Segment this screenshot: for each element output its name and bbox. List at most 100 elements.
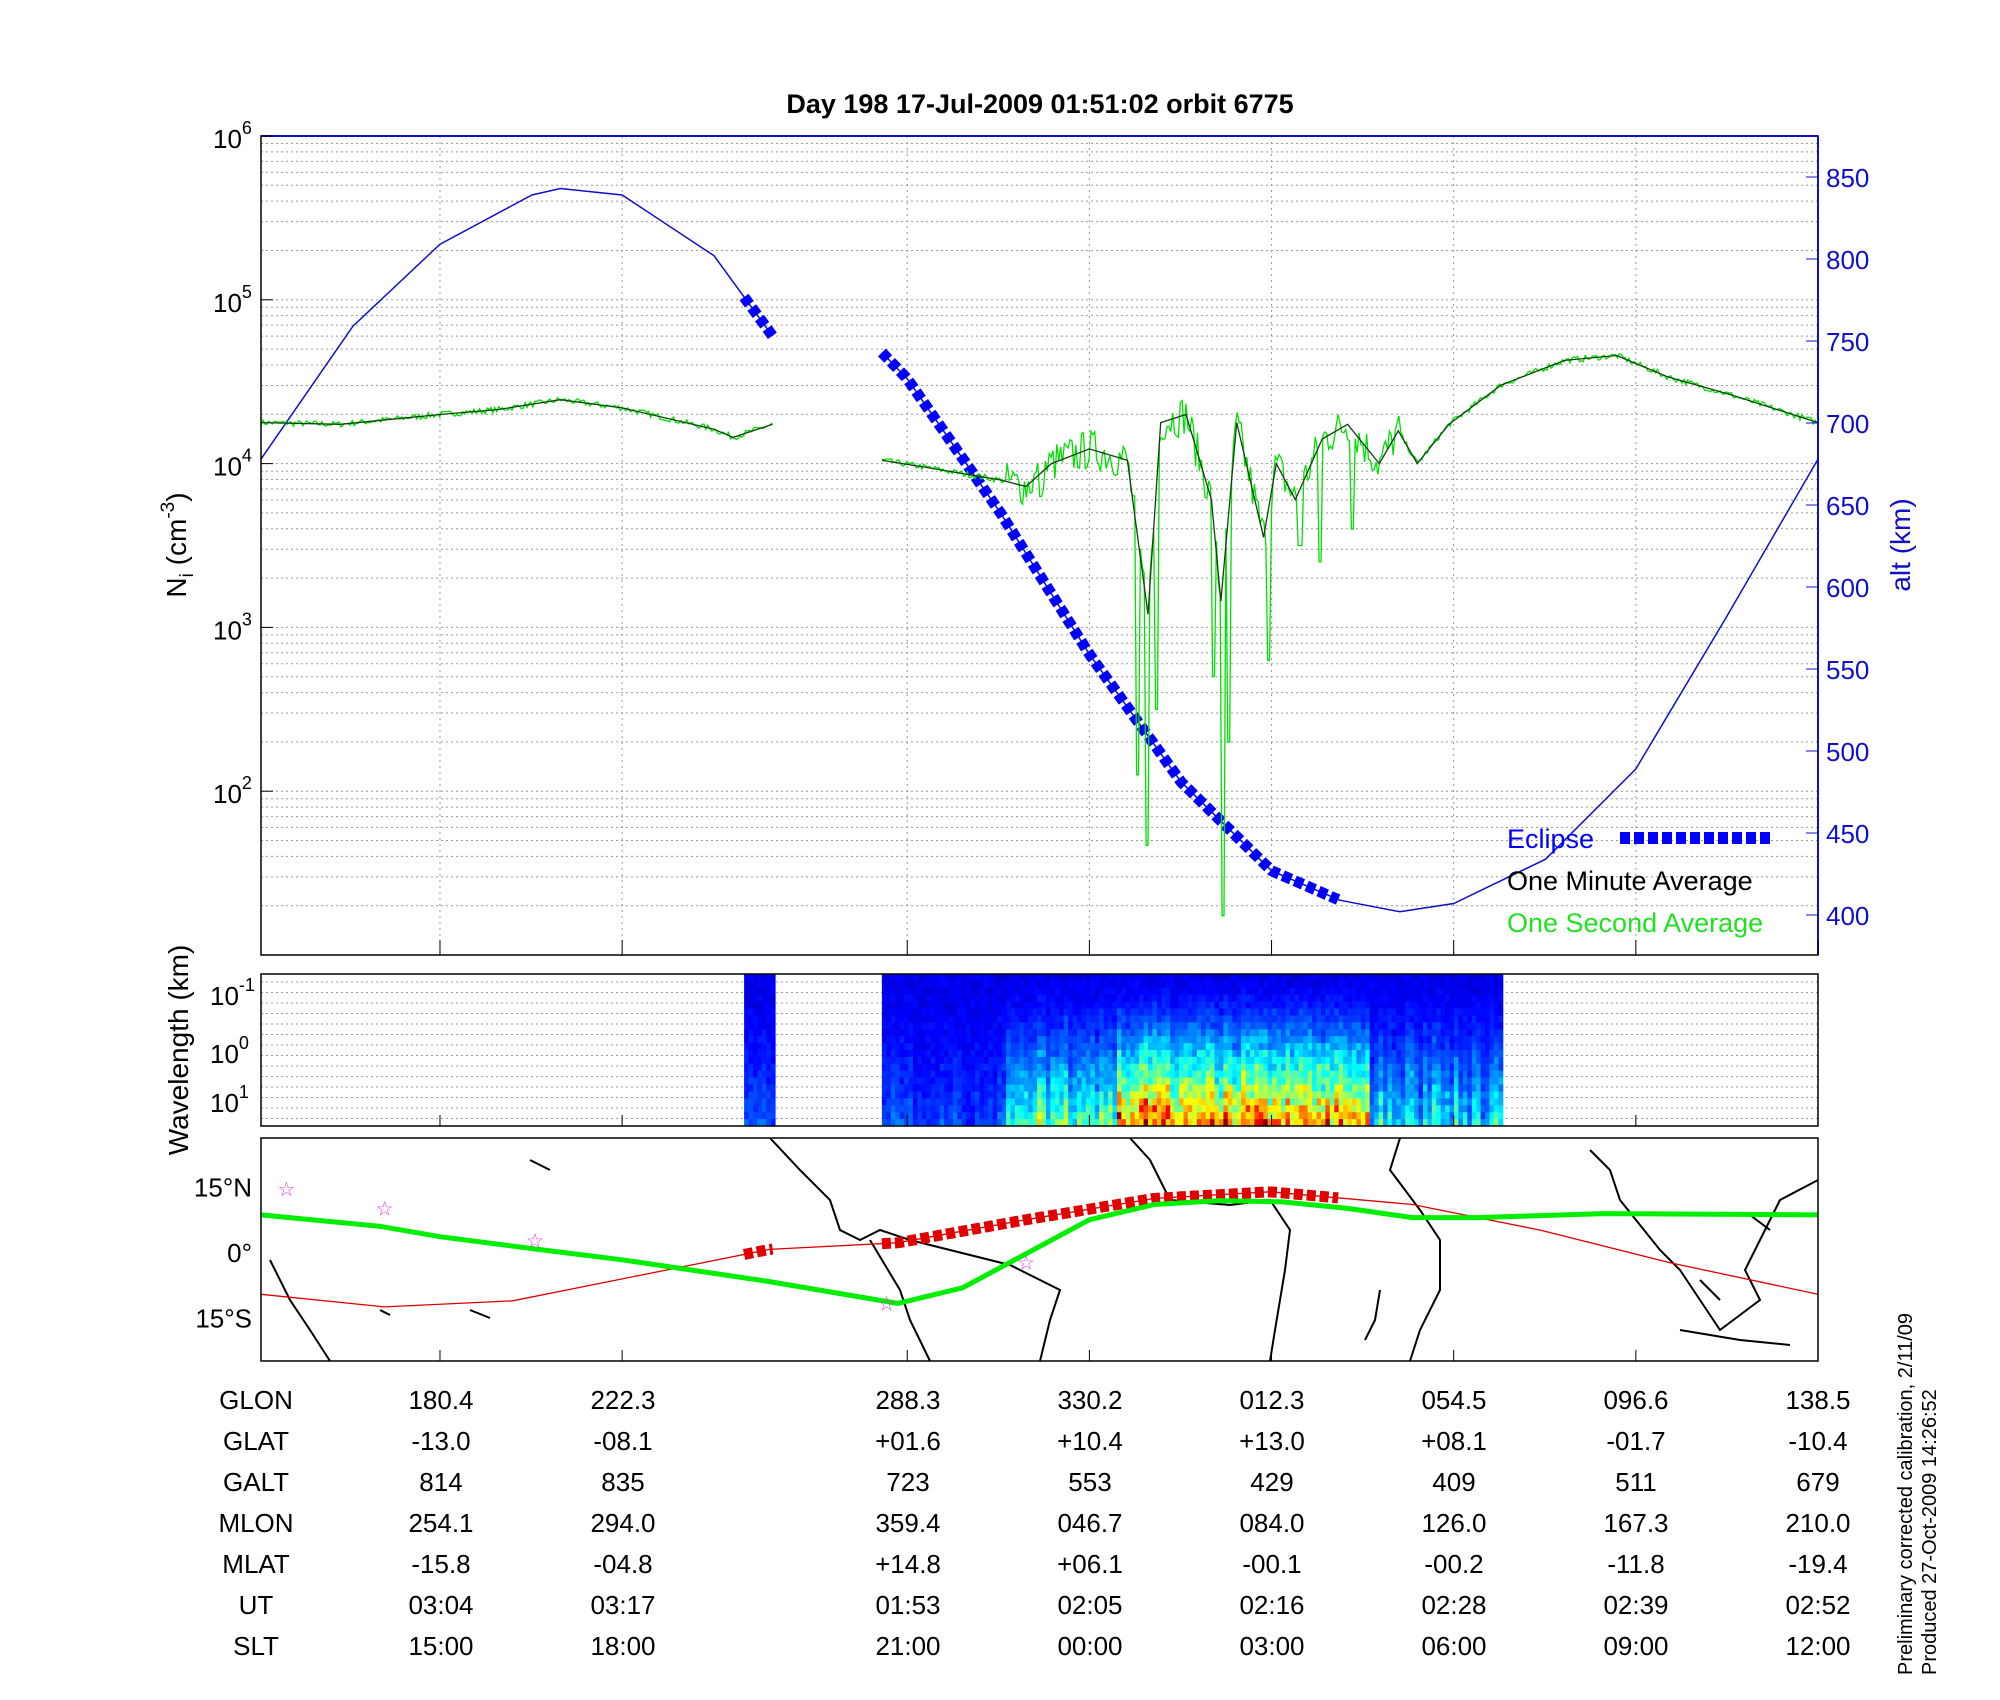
spectrogram-cell (1352, 987, 1357, 996)
spectrogram-cell (1143, 1077, 1149, 1086)
spectrogram-cell (912, 1084, 918, 1092)
table-cell: 084.0 (1239, 1508, 1304, 1538)
spectrogram-cell (1480, 974, 1486, 982)
spectrogram-cell (1329, 1036, 1335, 1044)
spectrogram-cell (744, 1008, 749, 1016)
spectrogram-cell (1037, 987, 1042, 996)
spectrogram-cell (1156, 1043, 1162, 1051)
spectrogram-cell (1267, 1015, 1273, 1023)
spectrogram-cell (1161, 1098, 1167, 1106)
spectrogram-cell (1254, 1119, 1260, 1127)
spectrogram-cell (1356, 994, 1362, 1003)
spectrogram-cell (1485, 1105, 1490, 1113)
spectrogram-cell (1241, 1112, 1246, 1120)
spectrogram-cell (948, 1056, 954, 1065)
spectrogram-cell (1476, 987, 1482, 996)
spectrogram-cell (1272, 1022, 1278, 1030)
spectrogram-cell (1214, 1001, 1220, 1010)
ephemeris-table: GLONGLATGALTMLONMLATUTSLT180.4-13.081425… (218, 1385, 1850, 1661)
spectrogram-cell (744, 1084, 749, 1092)
spectrogram-cell (757, 994, 763, 1003)
spectrogram-cell (1161, 1043, 1167, 1051)
spectrogram-cell (1440, 1098, 1446, 1106)
spectrogram-cell (926, 1022, 932, 1030)
spectrogram-cell (1454, 1022, 1459, 1030)
spectrogram-cell (1232, 1001, 1238, 1010)
spectrogram-cell (1152, 1098, 1158, 1106)
spectrogram-cell (1383, 1036, 1388, 1044)
spectrogram-cell (1454, 1063, 1459, 1072)
spectrogram-cell (952, 1091, 958, 1099)
spectrogram-cell (1112, 1112, 1118, 1120)
spectrogram-cell (1187, 1084, 1193, 1092)
spectrogram-cell (1072, 1063, 1078, 1072)
spectrogram-cell (1263, 1036, 1269, 1044)
spectrogram-cell (1462, 1015, 1468, 1023)
spectrogram-cell (1250, 987, 1255, 996)
spectrogram-cell (1423, 1084, 1428, 1092)
spectrogram-cell (761, 1022, 767, 1030)
spectrogram-cell (1236, 1084, 1242, 1092)
table-cell: +14.8 (875, 1549, 941, 1579)
spectrogram-cell (1289, 1077, 1295, 1086)
spectrogram-cell (1374, 980, 1380, 989)
spectrogram-cell (952, 1063, 958, 1072)
spectrogram-cell (1303, 1050, 1309, 1058)
spectrogram-cell (1396, 1112, 1402, 1120)
spectrogram-cell (1236, 1043, 1242, 1051)
spectrogram-cell (1316, 1029, 1322, 1037)
spectrogram-cell (1236, 1105, 1242, 1113)
spectrogram-cell (1423, 1105, 1428, 1113)
spectrogram-cell (1183, 1098, 1189, 1106)
spectrogram-cell (1174, 1022, 1180, 1030)
spectrogram-cell (1285, 974, 1291, 982)
spectrogram-cell (1325, 1091, 1331, 1099)
spectrogram-cell (1329, 1070, 1335, 1079)
spectrogram-cell (966, 1119, 972, 1127)
spectrogram-cell (881, 980, 887, 989)
spectrogram-cell (1059, 1022, 1065, 1030)
spectrogram-cell (1059, 1084, 1065, 1092)
spectrogram-cell (1436, 1036, 1442, 1044)
spectrogram-cell (908, 1001, 914, 1010)
spectrogram-cell (1050, 1056, 1056, 1065)
spectrogram-cell (881, 1105, 887, 1113)
spectrogram-cell (992, 1098, 998, 1106)
latitude-tick-label: 15°S (195, 1303, 252, 1333)
spectrogram-cell (890, 1022, 896, 1030)
spectrogram-cell (1077, 1091, 1082, 1099)
spectrogram-cell (1210, 1098, 1215, 1106)
spectrogram-cell (1378, 1022, 1384, 1030)
spectrogram-cell (1423, 1070, 1428, 1079)
spectrogram-cell (948, 980, 954, 989)
spectrogram-cell (1139, 994, 1144, 1003)
spectrogram-cell (881, 1015, 887, 1023)
spectrogram-cell (1019, 1105, 1025, 1113)
table-cell: +06.1 (1057, 1549, 1123, 1579)
spectrogram-cell (1143, 1022, 1149, 1030)
spectrogram-cell (1037, 974, 1042, 982)
spectrogram-cell (1263, 1043, 1269, 1051)
spectrogram-cell (895, 1050, 901, 1058)
spectrogram-cell (1378, 980, 1384, 989)
spectrogram-cell (1294, 1056, 1300, 1065)
spectrogram-cell (1272, 1001, 1278, 1010)
spectrogram-cell (1409, 1043, 1415, 1051)
spectrogram-cell (1445, 1084, 1450, 1092)
spectrogram-cell (1099, 1119, 1105, 1127)
spectrogram-cell (1205, 1077, 1211, 1086)
spectrogram-cell (744, 1050, 749, 1058)
spectrogram-cell (908, 1098, 914, 1106)
spectrogram-cell (1391, 1043, 1397, 1051)
spectrogram-cell (1374, 1084, 1380, 1092)
spectrogram-cell (1485, 1029, 1490, 1037)
spectrogram-cell (1054, 1056, 1060, 1065)
spectrogram-cell (1254, 980, 1260, 989)
spectrogram-cell (1028, 1050, 1034, 1058)
spectrogram-cell (1462, 1022, 1468, 1030)
spectrogram-cell (1471, 1008, 1477, 1016)
spectrogram-cell (1378, 1029, 1384, 1037)
spectrogram-cell (1174, 1050, 1180, 1058)
spectrogram-cell (895, 1029, 901, 1037)
spectrogram-cell (1414, 1015, 1419, 1023)
